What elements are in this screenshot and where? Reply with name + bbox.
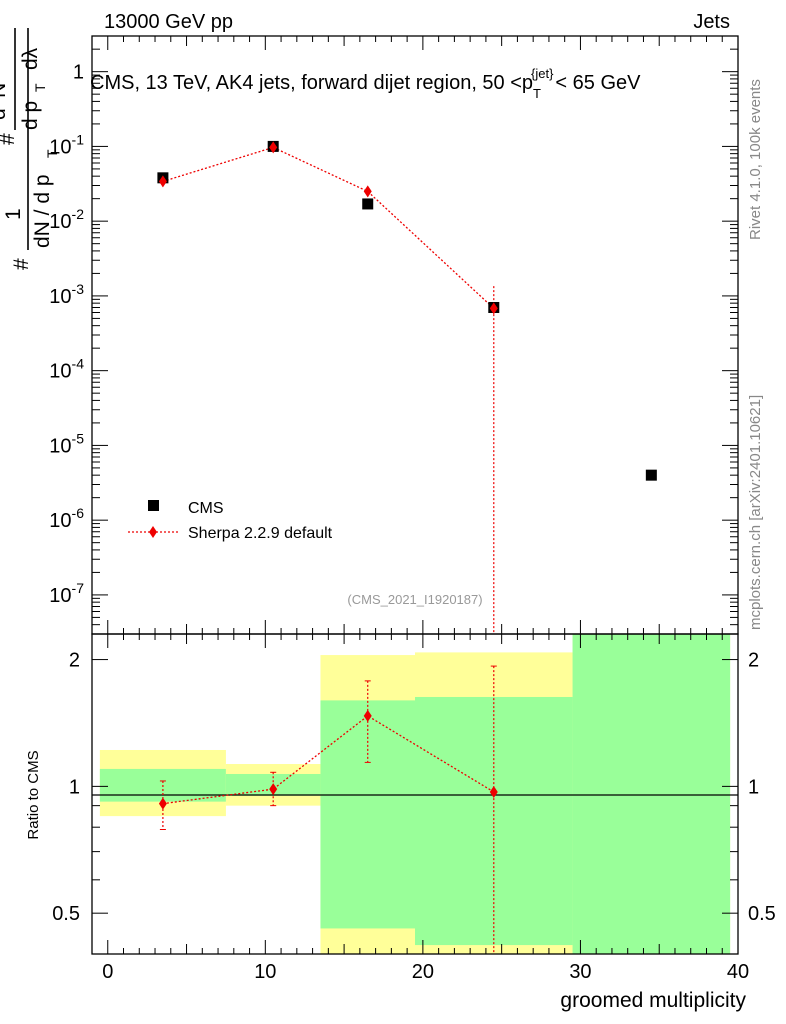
mc-ratio-point (489, 785, 498, 798)
process-label: Jets (693, 11, 730, 33)
mc-main-points (158, 141, 498, 315)
ylabel-d: d (0, 108, 10, 120)
main-ytick-label: 10-6 (49, 505, 84, 532)
rivet-label: Rivet 4.1.0, 100k events (747, 79, 764, 240)
ylabel-n: N (0, 83, 10, 98)
main-ytick-label: 10-4 (49, 356, 84, 383)
main-ytick-label: 10-2 (49, 206, 84, 233)
main-ytick-label: 1 (73, 62, 84, 84)
main-ylabel: # 1 dN / d p T # d 2 N d p T dλ (0, 28, 60, 270)
ylabel-t-1: T (44, 149, 60, 158)
x-tick-label: 40 (727, 961, 749, 983)
x-tick-label: 30 (569, 961, 591, 983)
ratio-ytick-label-right: 0.5 (748, 903, 776, 925)
mc-ratio-line (162, 715, 495, 805)
data-point (362, 198, 374, 210)
svg-text:CMS, 13 TeV, AK4 jets, forward: CMS, 13 TeV, AK4 jets, forward dijet reg… (90, 66, 641, 101)
mc-line-path (162, 146, 495, 309)
main-ytick-label: 10-1 (49, 131, 84, 158)
x-tick-label: 0 (102, 961, 113, 983)
main-panel-bg (92, 36, 738, 634)
main-ytick-label: 10-3 (49, 281, 84, 308)
mc-point (489, 302, 498, 315)
plot-title-end: < 65 GeV (555, 72, 641, 94)
mc-ratio-point (363, 709, 372, 722)
ylabel-dn-dpt: dN / d p (31, 174, 54, 248)
plot-title-sup: {jet} (531, 66, 554, 81)
beam-label: 13000 GeV pp (104, 11, 233, 33)
x-tick-label: 20 (412, 961, 434, 983)
mc-main-line (162, 146, 495, 309)
legend-mc-marker (149, 526, 157, 538)
ratio-ylabel: Ratio to CMS (25, 750, 42, 839)
x-axis-label: groomed multiplicity (560, 989, 746, 1012)
ratio-ytick-label-left: 2 (69, 650, 80, 672)
ylabel-hash-2: # (0, 133, 19, 145)
main-ytick-label: 10-5 (49, 430, 84, 457)
ylabel-one: 1 (2, 208, 25, 220)
ylabel-dpt-2: d p (19, 101, 42, 130)
ylabel-t-2: T (32, 83, 48, 92)
mc-ratio-point (269, 783, 278, 796)
mc-ratio-path (162, 715, 495, 805)
ratio-band-inner (572, 634, 731, 954)
plot-title-sub: T (533, 86, 541, 101)
ratio-uncertainty-bands (99, 634, 731, 954)
analysis-id: (CMS_2021_I1920187) (347, 592, 482, 607)
mc-point (269, 141, 278, 154)
ylabel-hash-1: # (10, 258, 33, 270)
x-tick-labels: 0 10 20 30 40 (102, 961, 749, 983)
mcplots-label: mcplots.cern.ch [arXiv:2401.10621] (747, 395, 764, 630)
ratio-frame (91, 633, 739, 955)
data-point (645, 469, 657, 481)
ratio-ytick-label-right: 1 (748, 776, 759, 798)
legend-data-label: CMS (188, 500, 224, 517)
ratio-ytick-label-right: 2 (748, 650, 759, 672)
plot-title: CMS, 13 TeV, AK4 jets, forward dijet reg… (90, 66, 641, 101)
ratio-ytick-label-left: 1 (69, 776, 80, 798)
legend[interactable]: CMS Sherpa 2.2.9 default (128, 500, 333, 542)
legend-mc-label: Sherpa 2.2.9 default (188, 525, 333, 542)
mc-point (363, 185, 372, 198)
x-tick-label: 10 (254, 961, 276, 983)
mc-point (158, 175, 167, 188)
plot-title-main: CMS, 13 TeV, AK4 jets, forward dijet reg… (90, 72, 533, 94)
ratio-y-tick-labels: 0.5 0.5 1 1 2 2 (52, 650, 776, 926)
ratio-ytick-label-left: 0.5 (52, 903, 80, 925)
main-y-tick-labels: 1 10-1 10-2 10-3 10-4 10-5 10-6 10-7 (49, 62, 84, 607)
ylabel-dlambda: dλ (19, 47, 42, 70)
main-ytick-label: 10-7 (49, 580, 84, 607)
main-axis-ticks (92, 35, 739, 635)
legend-data-marker (148, 500, 159, 511)
mc-ratio-points (158, 709, 498, 810)
mc-ratio-point (158, 797, 167, 810)
